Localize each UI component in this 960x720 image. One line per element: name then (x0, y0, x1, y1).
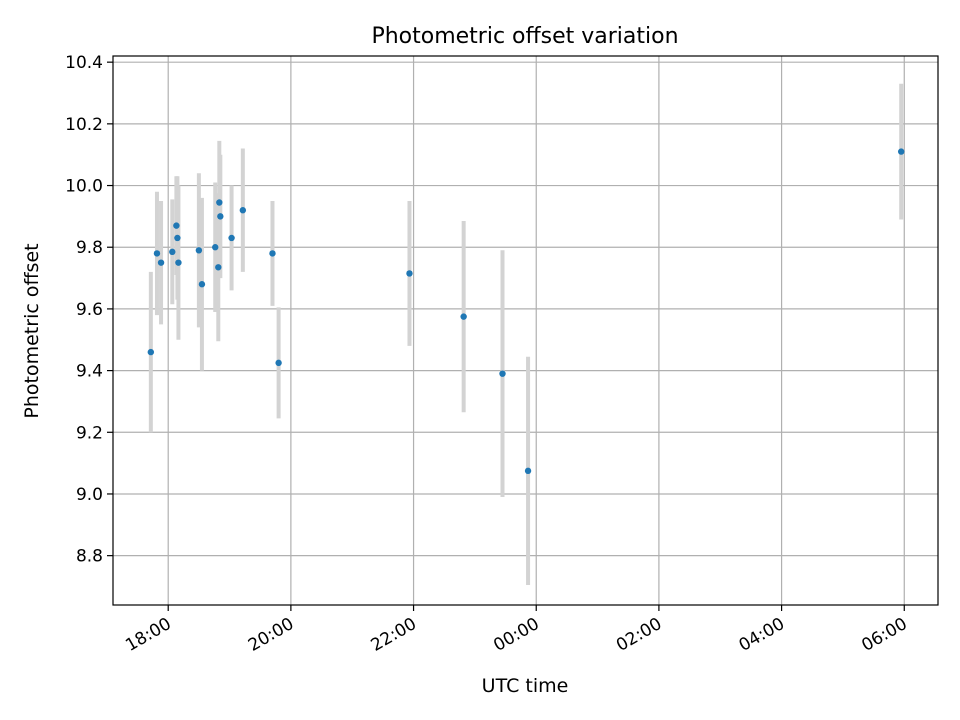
data-point (173, 222, 180, 229)
data-point (169, 248, 176, 256)
data-point (212, 244, 219, 251)
data-point (406, 270, 413, 277)
y-tick-label: 10.2 (65, 115, 103, 135)
data-point (275, 359, 282, 367)
errorbars (148, 83, 904, 585)
x-tick-label: 18:00 (122, 614, 174, 656)
data-point (216, 199, 223, 206)
y-tick-label: 9.2 (76, 423, 103, 443)
data-point (228, 234, 235, 242)
data-point (524, 467, 532, 475)
x-axis-label: UTC time (482, 675, 569, 697)
y-tick-label: 9.8 (76, 238, 103, 258)
data-point (269, 250, 276, 257)
x-tick-label: 20:00 (245, 614, 297, 656)
data-point (174, 234, 181, 242)
chart-title: Photometric offset variation (371, 24, 678, 49)
y-axis-ticks: 8.8 9.0 9.2 9.4 9.6 9.8 10.0 10.2 10.4 (65, 53, 113, 567)
y-tick-label: 9.4 (76, 362, 103, 382)
data-point (157, 259, 165, 266)
data-point (195, 247, 203, 254)
data-point (460, 313, 467, 320)
x-tick-label: 00:00 (490, 614, 542, 656)
grid (113, 56, 938, 605)
y-tick-label: 10.0 (65, 177, 103, 197)
y-tick-label: 8.8 (76, 547, 103, 567)
data-point (217, 213, 224, 220)
x-tick-label: 06:00 (858, 614, 910, 656)
x-tick-label: 04:00 (736, 614, 788, 656)
data-point (897, 148, 905, 155)
data-point (147, 348, 155, 356)
x-axis-ticks: 18:00 20:00 22:00 00:00 02:00 04:00 06:00 (122, 605, 911, 656)
x-tick-label: 22:00 (368, 614, 420, 656)
data-point (499, 370, 506, 377)
data-point (153, 250, 161, 257)
y-tick-label: 9.6 (76, 300, 103, 320)
data-point (215, 264, 222, 271)
x-tick-label: 02:00 (613, 614, 665, 656)
y-tick-label: 9.0 (76, 485, 103, 505)
data-point (198, 281, 206, 288)
data-point (239, 207, 247, 214)
y-tick-label: 10.4 (65, 53, 103, 73)
data-point (175, 259, 182, 266)
plot-frame (112, 55, 939, 606)
y-axis-label: Photometric offset (21, 243, 43, 418)
data-points (147, 148, 905, 475)
